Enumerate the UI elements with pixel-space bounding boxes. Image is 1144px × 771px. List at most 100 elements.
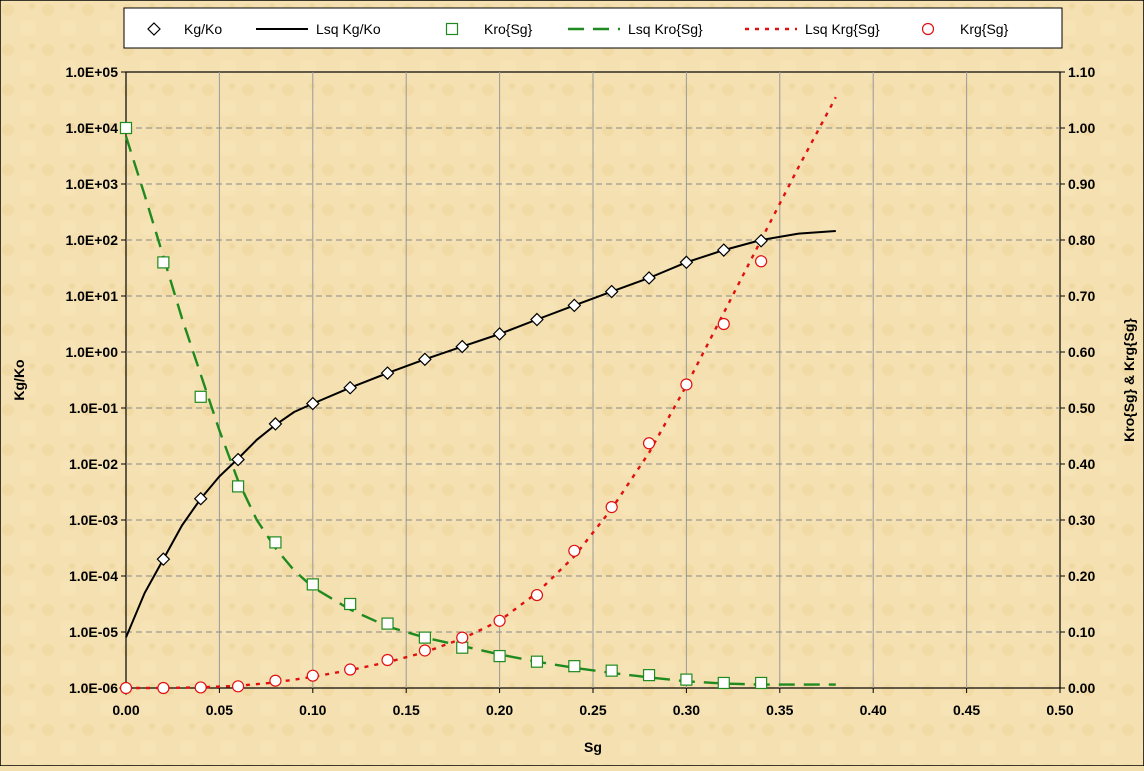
series-layer	[119, 96, 837, 695]
data-point-kro-sg	[119, 121, 133, 135]
legend: Kg/Ko Lsq Kg/Ko Kro{Sg} Lsq Kro{Sg} Lsq Krg{…	[123, 7, 1063, 49]
legend-swatch-krg-sg	[921, 22, 935, 36]
y-right-tick-label: 0.30	[1068, 512, 1095, 528]
x-tick-label: 0.05	[206, 702, 233, 718]
legend-label-lsq-kg-ko: Lsq Kg/Ko	[316, 21, 381, 37]
x-axis-label: Sg	[584, 739, 602, 755]
axes-layer: 0.00 0.05 0.10 0.15 0.20 0.25 0.30 0.35 0.40 0.45…	[65, 64, 1095, 718]
y-left-tick-label: 1.0E+01	[65, 288, 118, 304]
y-right-tick-label: 0.90	[1068, 176, 1095, 192]
data-point-krg-sg	[755, 255, 768, 268]
data-point-krg-sg	[642, 437, 656, 450]
data-point-krg-sg	[493, 614, 506, 627]
data-point-kro-sg	[605, 664, 618, 677]
data-point-krg-sg	[680, 378, 693, 391]
y-right-tick-label: 0.60	[1068, 344, 1095, 360]
data-point-kg-ko	[492, 327, 507, 341]
series-markers-krg-sg	[119, 255, 768, 695]
series-markers-kg-ko	[119, 233, 768, 695]
data-point-kg-ko	[604, 284, 619, 299]
data-point-krg-sg	[194, 681, 207, 694]
data-point-krg-sg	[381, 653, 394, 667]
data-point-kg-ko	[716, 243, 731, 257]
legend-label-krg-sg: Krg{Sg}	[960, 21, 1009, 37]
data-point-kg-ko	[156, 552, 171, 566]
data-point-kg-ko	[305, 396, 320, 411]
y-left-tick-label: 1.0E-06	[69, 680, 118, 696]
data-point-kro-sg	[269, 536, 282, 549]
data-point-kg-ko	[679, 255, 694, 270]
data-point-kro-sg	[530, 655, 544, 668]
y-right-tick-label: 0.70	[1068, 288, 1095, 304]
data-point-krg-sg	[530, 588, 544, 602]
x-tick-label: 0.25	[579, 702, 606, 718]
series-markers-kro-sg	[119, 121, 768, 690]
y-left-tick-label: 1.0E+03	[65, 176, 118, 192]
legend-swatch-kg-ko	[147, 22, 161, 36]
y-left-tick-label: 1.0E+05	[65, 64, 118, 80]
data-point-krg-sg	[605, 501, 618, 514]
data-point-kg-ko	[530, 312, 544, 327]
y-axis-left-label: Kg/Ko	[11, 359, 27, 400]
data-point-kro-sg	[456, 641, 469, 654]
data-point-kro-sg	[493, 649, 506, 663]
y-right-tick-label: 0.80	[1068, 232, 1095, 248]
y-axis-right-label: Kro{Sg} & Krg{Sg}	[1121, 318, 1137, 442]
data-point-kro-sg	[717, 676, 730, 690]
data-point-kro-sg	[157, 256, 170, 269]
legend-swatch-kro-sg	[445, 22, 459, 36]
x-tick-label: 0.15	[393, 702, 420, 718]
data-point-kro-sg	[755, 676, 768, 690]
data-point-kro-sg	[381, 617, 394, 630]
data-point-kro-sg	[642, 669, 656, 682]
data-point-kg-ko	[418, 352, 432, 367]
x-tick-label: 0.00	[112, 702, 139, 718]
y-left-tick-label: 1.0E+00	[65, 344, 118, 360]
data-point-kro-sg	[344, 597, 357, 611]
data-point-kg-ko	[231, 452, 245, 467]
data-point-kg-ko	[193, 491, 208, 506]
x-tick-label: 0.50	[1046, 702, 1073, 718]
legend-label-lsq-kro-sg: Lsq Kro{Sg}	[628, 21, 703, 37]
data-point-krg-sg	[568, 544, 581, 557]
data-point-krg-sg	[456, 631, 469, 644]
data-point-kg-ko	[455, 339, 470, 354]
data-point-kg-ko	[754, 233, 768, 248]
data-point-kro-sg	[568, 660, 581, 673]
y-right-tick-label: 0.10	[1068, 624, 1095, 640]
data-point-krg-sg	[418, 644, 431, 657]
y-left-tick-label: 1.0E-02	[69, 456, 118, 472]
y-right-tick-label: 0.00	[1068, 680, 1095, 696]
series-line-lsq-krg-sg	[126, 96, 837, 690]
data-point-krg-sg	[269, 674, 282, 687]
data-point-krg-sg	[717, 317, 730, 331]
data-point-kg-ko	[567, 298, 582, 313]
data-point-kg-ko	[343, 380, 358, 395]
x-tick-label: 0.20	[486, 702, 513, 718]
data-point-kro-sg	[680, 673, 693, 686]
data-point-krg-sg	[157, 681, 170, 695]
y-left-tick-label: 1.0E+04	[65, 120, 118, 136]
data-point-kro-sg	[231, 480, 245, 493]
y-left-tick-label: 1.0E-03	[69, 512, 118, 528]
grid-layer	[126, 72, 1060, 688]
data-point-kro-sg	[418, 631, 431, 644]
x-tick-label: 0.35	[766, 702, 793, 718]
legend-label-kg-ko: Kg/Ko	[184, 21, 222, 37]
x-tick-label: 0.10	[299, 702, 326, 718]
legend-label-lsq-krg-sg: Lsq Krg{Sg}	[805, 21, 880, 37]
x-tick-label: 0.30	[673, 702, 700, 718]
x-tick-label: 0.45	[953, 702, 980, 718]
data-point-krg-sg	[306, 669, 319, 682]
y-left-tick-label: 1.0E-04	[69, 568, 118, 584]
y-right-tick-label: 0.20	[1068, 568, 1095, 584]
y-left-tick-label: 1.0E-05	[69, 624, 118, 640]
data-point-kro-sg	[194, 390, 207, 403]
x-tick-label: 0.40	[860, 702, 887, 718]
y-right-tick-label: 0.50	[1068, 400, 1095, 416]
legend-label-kro-sg: Kro{Sg}	[484, 21, 533, 37]
y-right-tick-label: 0.40	[1068, 456, 1095, 472]
